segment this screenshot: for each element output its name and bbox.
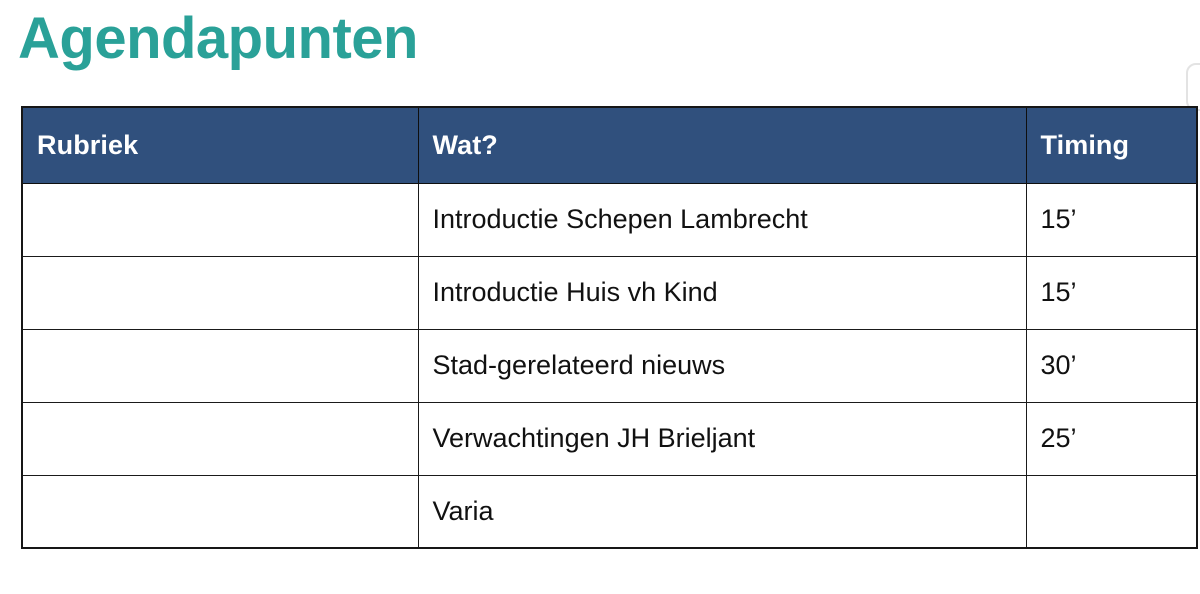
column-header-timing: Timing <box>1025 106 1198 184</box>
cell-wat: Varia <box>417 474 1027 549</box>
column-header-wat: Wat? <box>417 106 1027 184</box>
table-header-row: Rubriek Wat? Timing <box>21 106 1198 184</box>
table-row: Stad-gerelateerd nieuws 30’ <box>21 328 1198 403</box>
cell-timing: 25’ <box>1025 401 1198 476</box>
table-row: Verwachtingen JH Brieljant 25’ <box>21 401 1198 476</box>
agenda-table: Rubriek Wat? Timing Introductie Schepen … <box>21 106 1198 549</box>
cell-timing: 15’ <box>1025 255 1198 330</box>
cell-rubriek <box>21 474 419 549</box>
cell-rubriek <box>21 255 419 330</box>
column-header-rubriek: Rubriek <box>21 106 419 184</box>
cell-timing <box>1025 474 1198 549</box>
cell-rubriek <box>21 401 419 476</box>
table-row: Varia <box>21 474 1198 549</box>
cell-timing: 30’ <box>1025 328 1198 403</box>
offslide-shape-artifact <box>1186 63 1200 111</box>
cell-wat: Introductie Huis vh Kind <box>417 255 1027 330</box>
cell-wat: Introductie Schepen Lambrecht <box>417 182 1027 257</box>
cell-wat: Stad-gerelateerd nieuws <box>417 328 1027 403</box>
cell-timing: 15’ <box>1025 182 1198 257</box>
table-row: Introductie Huis vh Kind 15’ <box>21 255 1198 330</box>
table-row: Introductie Schepen Lambrecht 15’ <box>21 182 1198 257</box>
cell-rubriek <box>21 182 419 257</box>
agenda-table-container: Rubriek Wat? Timing Introductie Schepen … <box>21 106 1200 549</box>
cell-rubriek <box>21 328 419 403</box>
cell-wat: Verwachtingen JH Brieljant <box>417 401 1027 476</box>
page-title: Agendapunten <box>18 6 418 71</box>
